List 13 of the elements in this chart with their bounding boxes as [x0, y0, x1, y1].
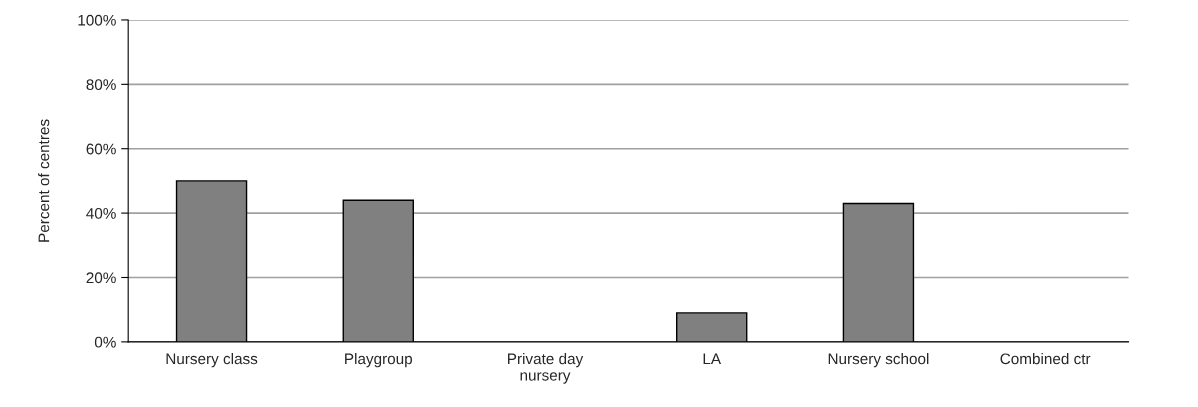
x-tick-label: Nursery school [828, 352, 929, 368]
x-tick-label: Combined ctr [1000, 352, 1091, 365]
y-tick-label: 80% [86, 79, 116, 91]
y-axis-title: Percent of centres [38, 119, 50, 242]
x-tick-label: Playgroup [345, 352, 413, 368]
y-tick-label: 40% [86, 207, 116, 219]
y-tick-label: 100% [78, 14, 116, 26]
y-tick-label: 20% [86, 272, 116, 284]
y-tick-label: 60% [86, 143, 116, 155]
x-tick-label: LA [703, 353, 722, 365]
y-tick-label: 0% [94, 336, 116, 348]
x-tick-label: Private day nursery [508, 352, 584, 384]
x-tick-label: Nursery class [166, 352, 258, 368]
